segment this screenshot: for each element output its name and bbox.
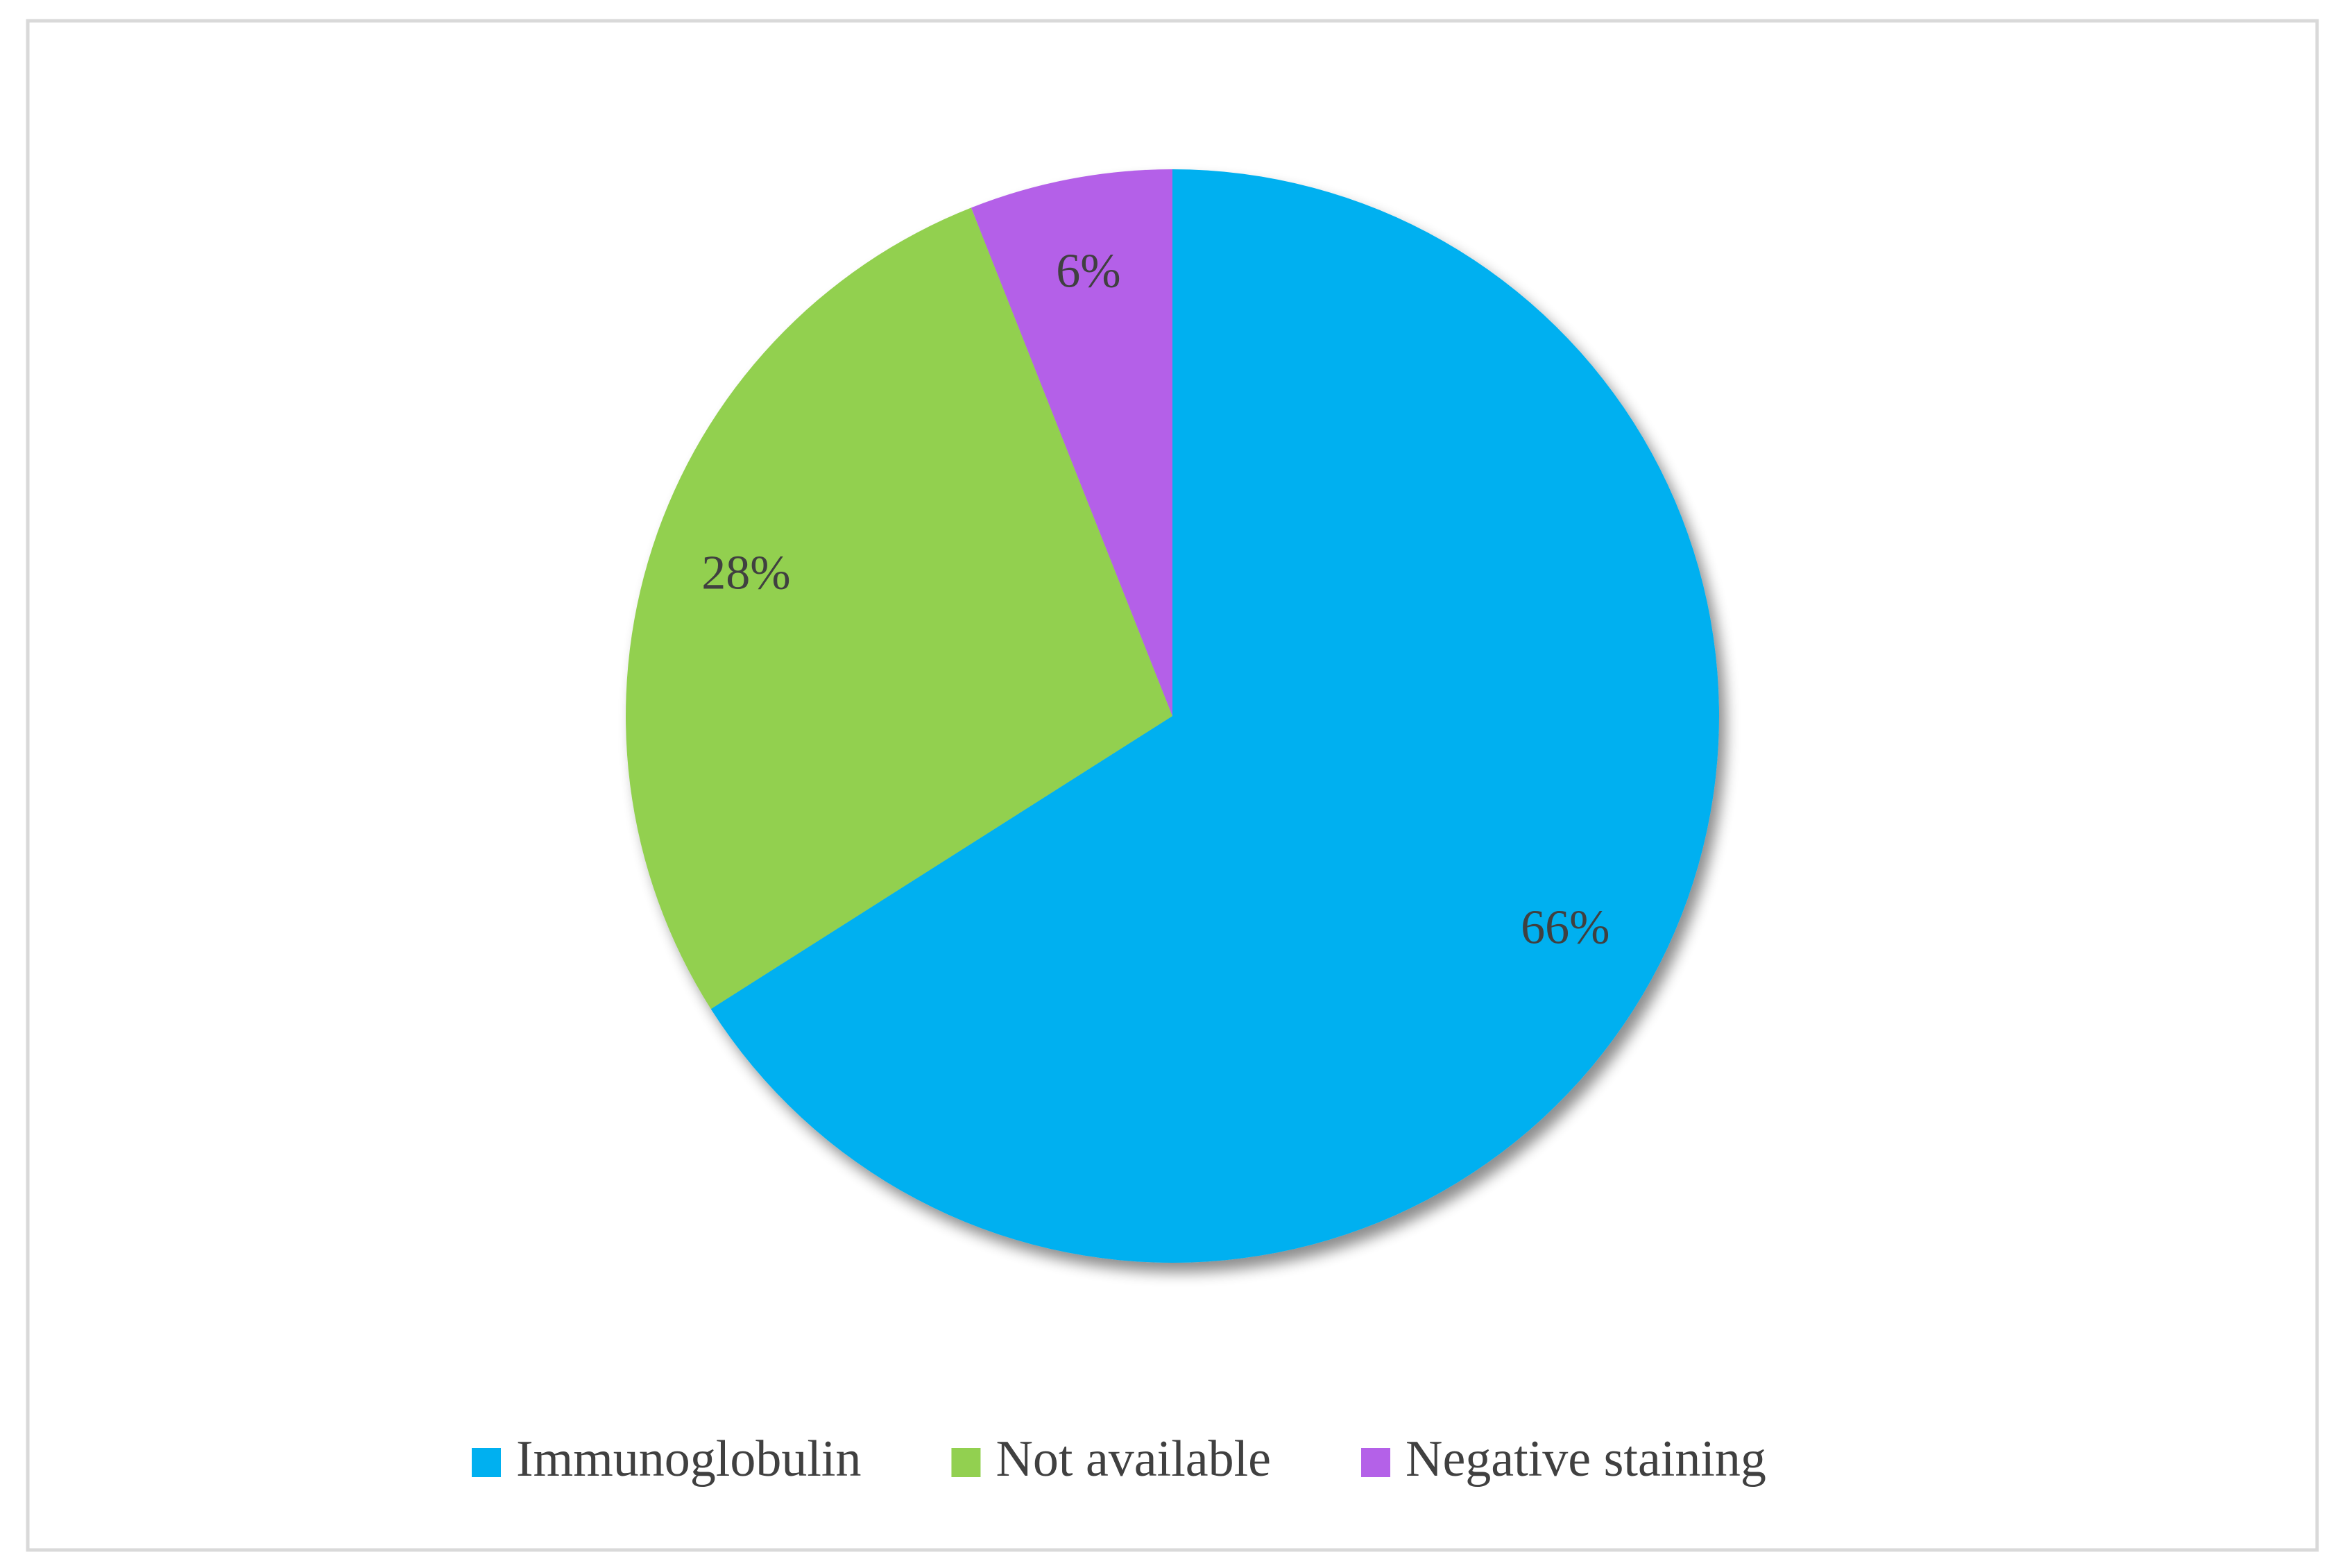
legend-swatch: [1361, 1448, 1391, 1477]
legend-swatch: [472, 1448, 501, 1477]
data-label: 28%: [701, 546, 790, 599]
legend-label: Negative staining: [1406, 1431, 1766, 1488]
data-labels: 66% 28% 6%: [701, 244, 1609, 954]
legend-label: Not available: [996, 1431, 1271, 1488]
legend-label: Immunoglobulin: [516, 1431, 861, 1488]
data-label: 66%: [1521, 901, 1609, 954]
pie: [625, 169, 1719, 1263]
legend: Immunoglobulin Not available Negative stai…: [472, 1431, 1766, 1488]
data-label: 6%: [1056, 244, 1120, 298]
legend-swatch: [951, 1448, 981, 1477]
pie-slice: [710, 169, 1719, 1263]
pie-slice: [971, 169, 1172, 716]
pie-slice: [625, 207, 1172, 1009]
